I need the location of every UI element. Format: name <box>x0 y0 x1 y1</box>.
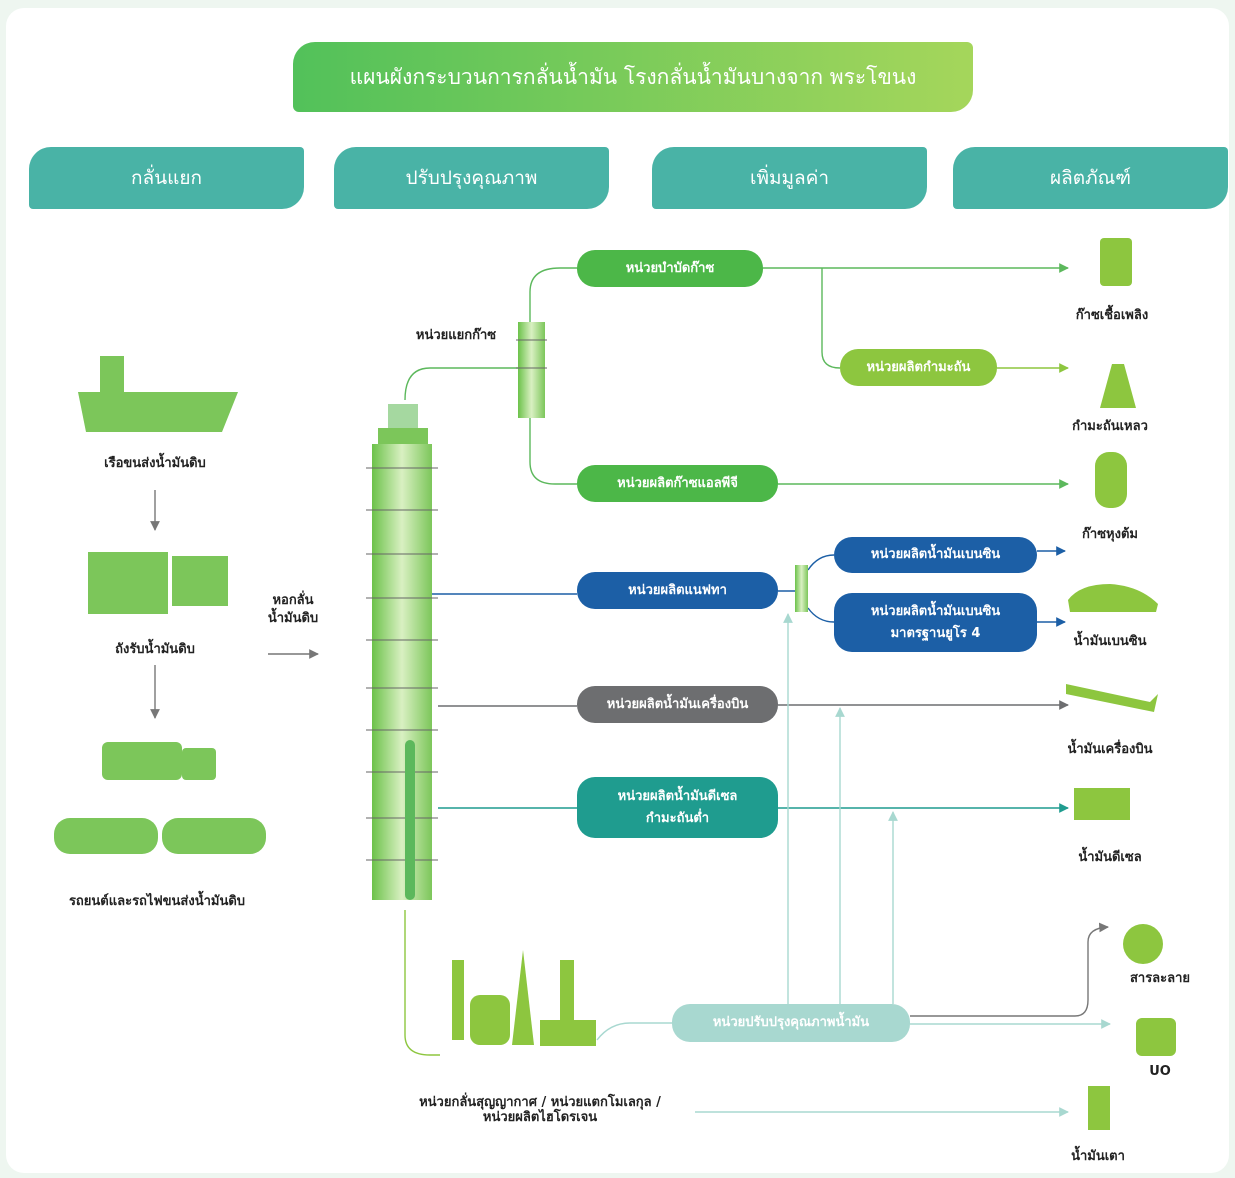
connectors <box>150 263 1111 1117</box>
lpg-icon <box>1095 452 1127 508</box>
line <box>404 367 518 401</box>
column-body <box>372 444 432 900</box>
unit-label: หน่วยผลิตน้ำมันเครื่องบิน <box>606 696 749 712</box>
line: น้ำมันดิบ <box>267 611 319 626</box>
unit-box: หน่วยผลิตแนฟทา <box>577 572 778 609</box>
column-top <box>388 404 418 430</box>
product-label: UO <box>1149 1064 1171 1079</box>
ship-icon <box>78 392 238 432</box>
unit-label: กำมะถันต่ำ <box>645 810 710 826</box>
column-label: หอกลั่นน้ำมันดิบ <box>268 592 318 628</box>
flask-icon <box>1123 924 1163 964</box>
line <box>529 418 577 485</box>
source-label: รถยนต์และรถไฟขนส่งน้ำมันดิบ <box>68 894 246 909</box>
line: หน่วยผลิตไฮโดรเจน <box>482 1110 598 1125</box>
line <box>821 268 841 369</box>
plane-icon <box>1066 684 1158 712</box>
title: แผนผังกระบวนการกลั่นน้ำมัน โรงกลั่นน้ำมั… <box>293 42 973 112</box>
line <box>404 910 440 1056</box>
ship-bridge <box>100 356 124 392</box>
product-label: น้ำมันเตา <box>1071 1149 1125 1164</box>
arrow <box>910 922 1109 1017</box>
unit-label: หน่วยปรับปรุงคุณภาพน้ำมัน <box>712 1015 870 1030</box>
product-label: น้ำมันดีเซล <box>1078 850 1142 865</box>
unit-label: หน่วยผลิตน้ำมันดีเซล <box>617 788 738 804</box>
unit-label: หน่วยผลิตกำมะถัน <box>866 359 971 375</box>
unit-box: หน่วยผลิตน้ำมันเบนซิน <box>834 537 1037 573</box>
line <box>596 1022 672 1041</box>
drum-icon <box>1088 1086 1110 1130</box>
tank-icon <box>172 556 228 606</box>
stage: เพิ่มมูลค่า <box>652 147 927 209</box>
product-label: สารละลาย <box>1129 971 1191 986</box>
unit-box: หน่วยผลิตน้ำมันเบนซินมาตรฐานยูโร 4 <box>834 593 1037 652</box>
gas-separator <box>516 322 547 418</box>
line: หอกลั่น <box>272 593 314 608</box>
source-label: ถังรับน้ำมันดิบ <box>115 642 195 657</box>
line: หน่วยกลั่นสุญญากาศ / หน่วยแตกโมเลกุล / <box>419 1095 661 1110</box>
car-icon <box>1068 584 1158 612</box>
oil-icon <box>1136 1018 1176 1056</box>
unit-label: หน่วยผลิตน้ำมันเบนซิน <box>870 603 1001 619</box>
unit-label: หน่วยผลิตแนฟทา <box>628 582 727 598</box>
reformer <box>795 565 808 612</box>
source-label: เรือขนส่งน้ำมันดิบ <box>104 456 206 471</box>
stage: กลั่นแยก <box>29 147 304 209</box>
unit-box: หน่วยบำบัดก๊าซ <box>577 250 763 287</box>
plant-icon <box>452 950 596 1046</box>
distillation-column <box>366 404 438 900</box>
truck-tank <box>102 742 182 780</box>
rail-tank <box>54 818 158 854</box>
unit-box: หน่วยปรับปรุงคุณภาพน้ำมัน <box>672 1004 910 1042</box>
line <box>807 554 835 571</box>
source-icons <box>54 356 266 854</box>
truck-icon <box>1074 788 1130 820</box>
unit-box: หน่วยผลิตน้ำมันดีเซลกำมะถันต่ำ <box>577 777 778 838</box>
flask-icon <box>1100 364 1136 408</box>
separator-label: หน่วยแยกก๊าซ <box>415 328 497 343</box>
unit-label: หน่วยผลิตก๊าซแอลพีจี <box>617 475 738 491</box>
product-label: น้ำมันเครื่องบิน <box>1067 742 1153 757</box>
product-label: ก๊าซเชื้อเพลิง <box>1075 308 1149 323</box>
jerrycan-icon <box>1100 238 1132 286</box>
rail-tank <box>162 818 266 854</box>
product-icons <box>1066 238 1176 1130</box>
line <box>529 267 577 322</box>
product-label: กำมะถันเหลว <box>1072 419 1148 434</box>
unit-label: มาตรฐานยูโร 4 <box>890 625 981 641</box>
product-label: ก๊าซหุงต้ม <box>1082 527 1138 542</box>
unit-box: หน่วยผลิตก๊าซแอลพีจี <box>577 465 778 502</box>
line <box>807 607 835 623</box>
unit-box: หน่วยผลิตน้ำมันเครื่องบิน <box>577 686 778 723</box>
unit-box: หน่วยผลิตกำมะถัน <box>840 349 997 386</box>
stage: ผลิตภัณฑ์ <box>953 147 1228 209</box>
column-cap <box>378 428 428 444</box>
unit-label: หน่วยบำบัดก๊าซ <box>625 260 715 276</box>
truck-cab <box>182 748 216 780</box>
column-pipe <box>405 740 415 900</box>
stage: ปรับปรุงคุณภาพ <box>334 147 609 209</box>
product-label: น้ำมันเบนซิน <box>1073 634 1147 649</box>
vacuum-label: หน่วยกลั่นสุญญากาศ / หน่วยแตกโมเลกุล / หน… <box>419 1095 661 1125</box>
unit-label: หน่วยผลิตน้ำมันเบนซิน <box>870 547 1001 562</box>
tank-icon <box>88 552 168 614</box>
